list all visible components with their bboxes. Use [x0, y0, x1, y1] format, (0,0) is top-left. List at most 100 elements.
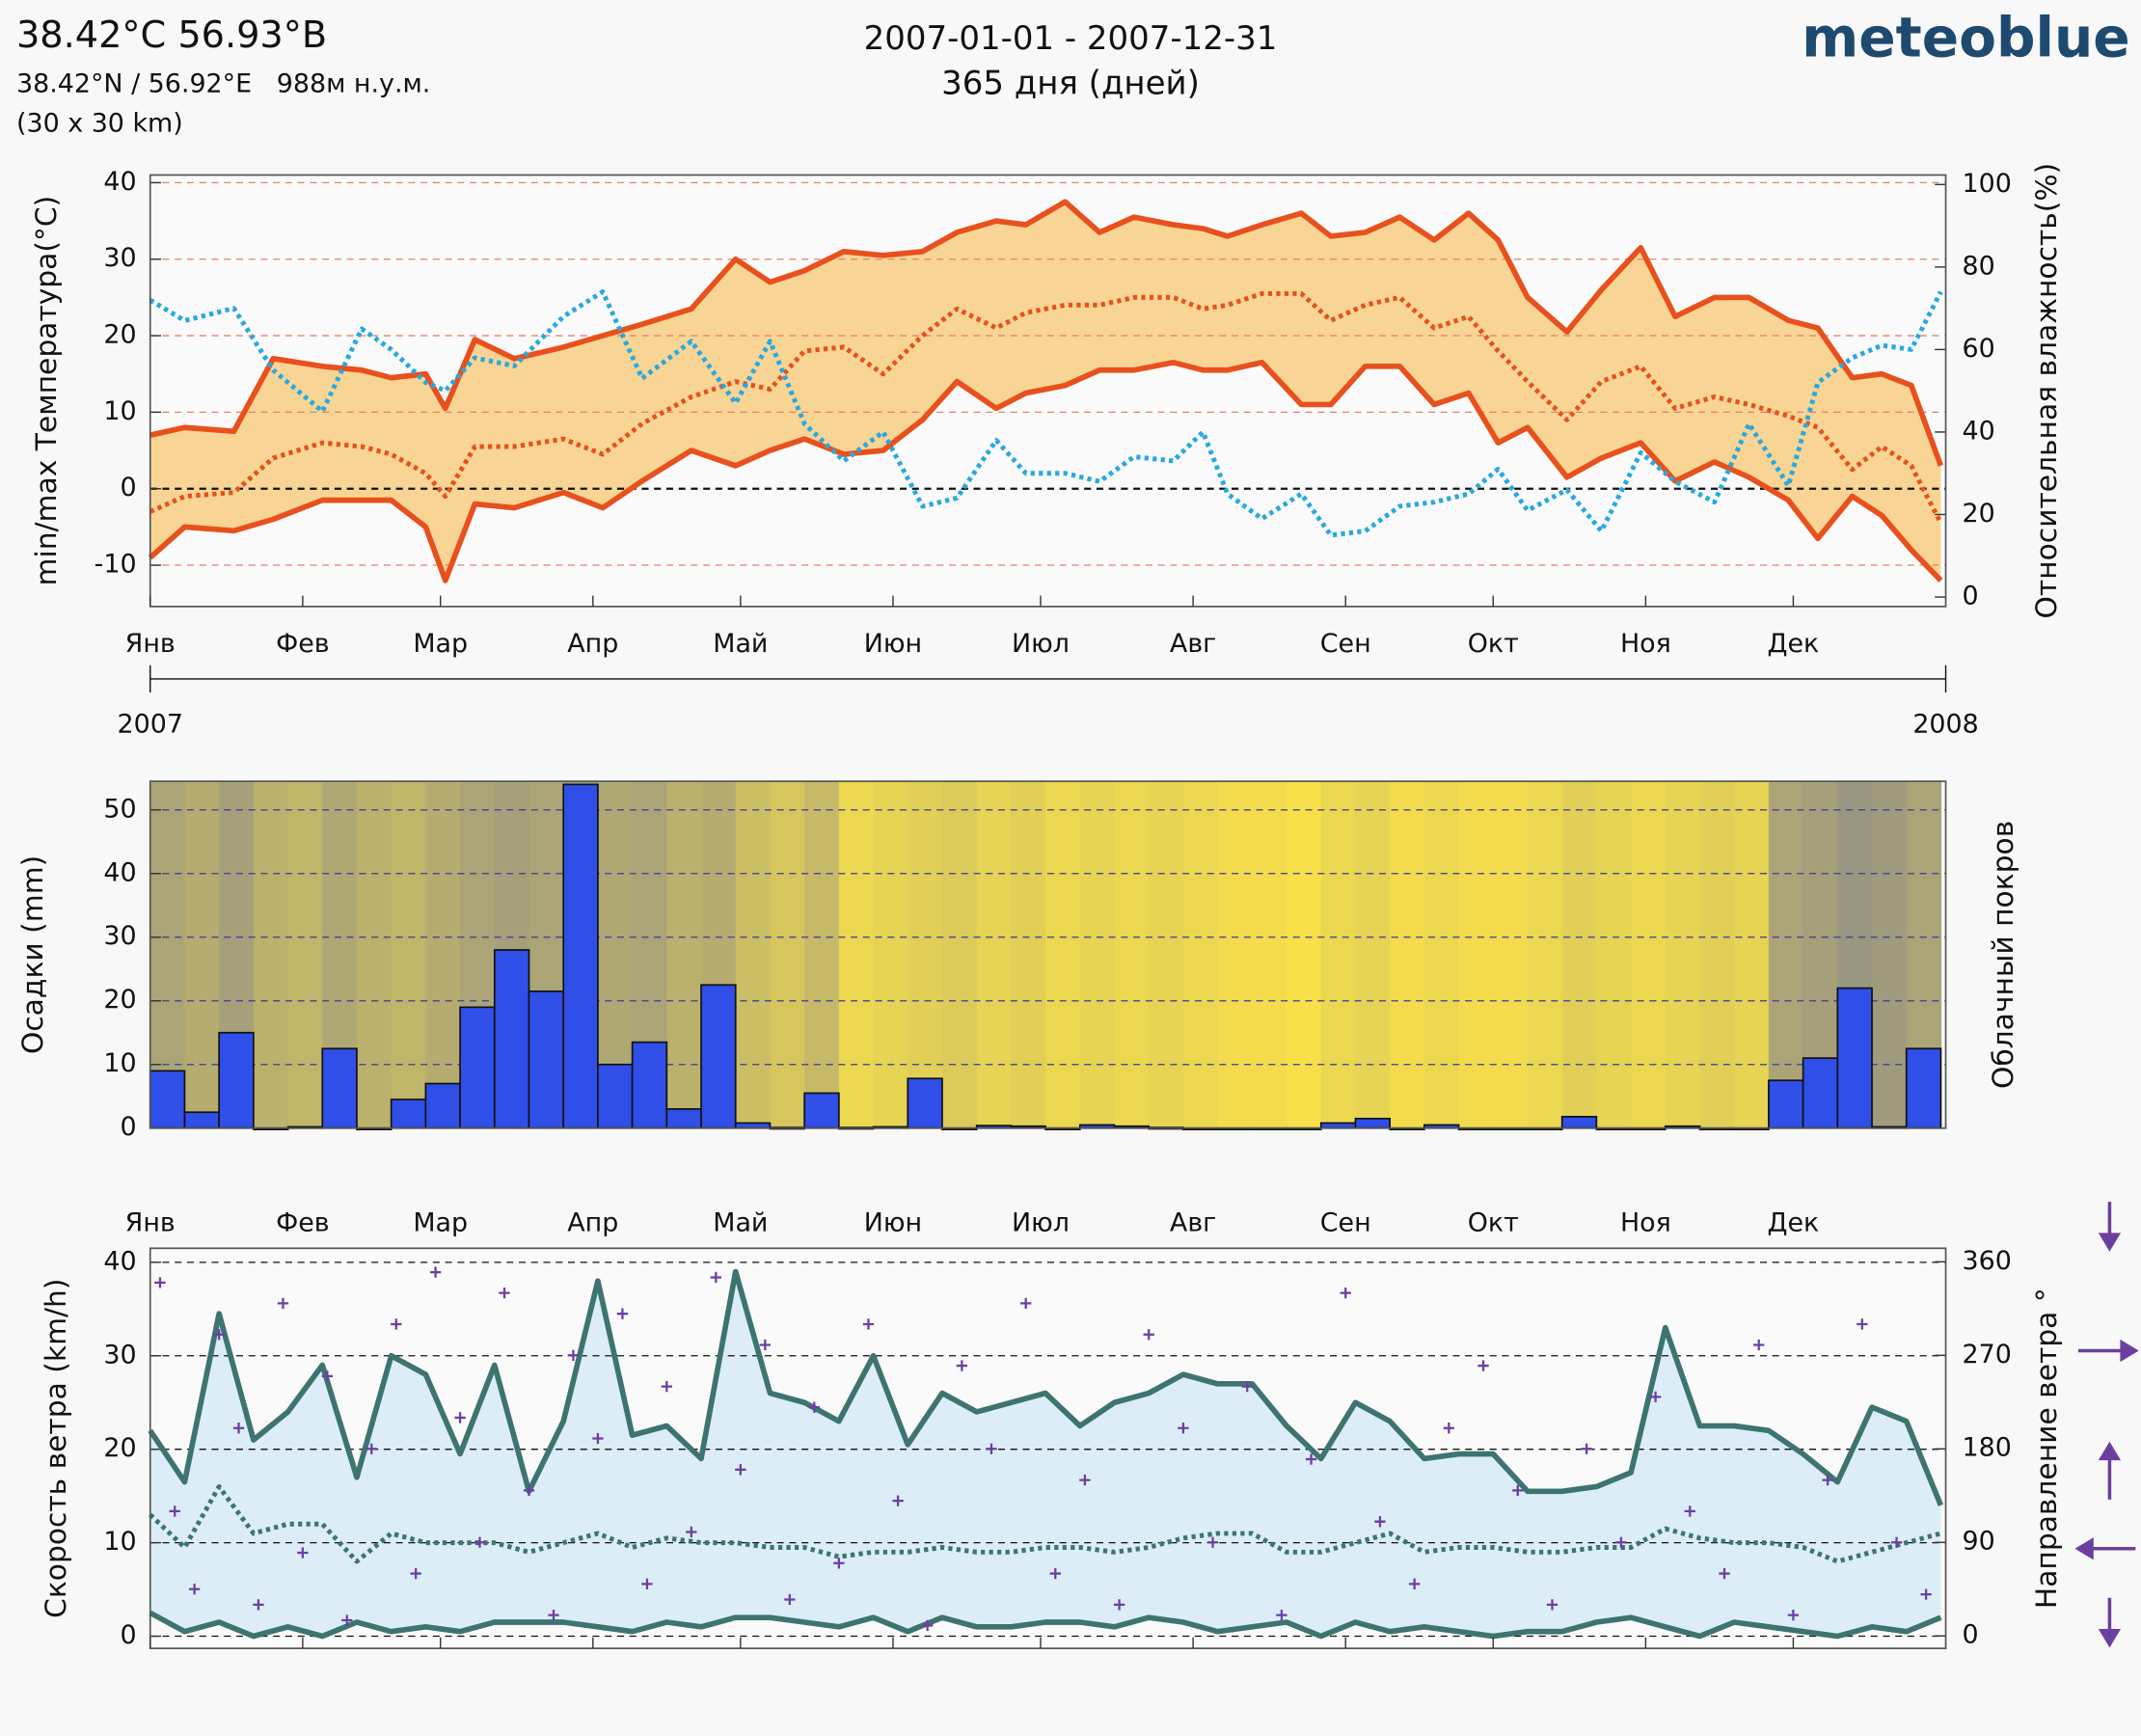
- x-tick-label: Мар: [413, 629, 468, 659]
- cloud-cover: [666, 781, 702, 1128]
- y2-tick-label: 100: [1963, 169, 2012, 199]
- direction-point: [474, 1536, 486, 1548]
- x-tick-label: Окт: [1468, 629, 1519, 659]
- x-tick-label: Июл: [1012, 629, 1070, 659]
- direction-point: [499, 1287, 510, 1299]
- precip-bar: [459, 1006, 496, 1129]
- x-tick-label: Авг: [1170, 629, 1216, 659]
- direction-point: [213, 1329, 225, 1341]
- y-axis-label: Осадки (mm): [16, 855, 50, 1054]
- direction-point: [321, 1370, 334, 1382]
- precip-bar: [1836, 987, 1873, 1129]
- direction-point: [1206, 1536, 1219, 1548]
- x-tick-label: Июн: [864, 629, 922, 659]
- direction-point: [1890, 1536, 1903, 1548]
- arrow-head: [2074, 1537, 2094, 1560]
- cloud-cover: [1734, 781, 1770, 1128]
- cloud-cover: [908, 781, 943, 1128]
- cloud-cover: [1493, 781, 1529, 1128]
- coordinates: 38.42°N / 56.92°E 988м н.у.м.: [16, 69, 430, 99]
- y-tick-label: 10: [103, 396, 136, 426]
- arrow-head: [2098, 1628, 2122, 1648]
- direction-point: [1856, 1318, 1868, 1330]
- direction-point: [1546, 1599, 1558, 1611]
- x-tick-label: Сен: [1320, 1207, 1371, 1237]
- direction-point: [169, 1505, 180, 1517]
- y-tick-label: 40: [103, 857, 136, 887]
- arrow-head: [2120, 1339, 2139, 1363]
- direction-point: [1581, 1443, 1592, 1454]
- x-tick-label: Дек: [1768, 629, 1820, 659]
- cloud-cover: [1011, 781, 1046, 1128]
- y2-tick-label: 0: [1963, 582, 1979, 611]
- direction-point: [297, 1547, 309, 1559]
- precip-bar: [149, 1070, 186, 1129]
- y-tick-label: 10: [103, 1527, 136, 1557]
- x-tick-label: Ноя: [1620, 1207, 1671, 1237]
- cloud-cover: [1631, 781, 1667, 1128]
- series-line: [149, 290, 1943, 525]
- cloud-cover: [1320, 781, 1357, 1128]
- direction-point: [567, 1349, 580, 1361]
- cloud-cover: [287, 781, 323, 1128]
- cloud-cover: [976, 781, 1013, 1128]
- direction-point: [1079, 1474, 1091, 1486]
- direction-point: [1340, 1287, 1351, 1299]
- cloud-cover: [1079, 781, 1116, 1128]
- cloud-cover: [804, 781, 840, 1128]
- direction-point: [862, 1318, 875, 1330]
- direction-point: [1020, 1297, 1032, 1310]
- direction-point: [1305, 1453, 1317, 1465]
- direction-point: [922, 1619, 934, 1632]
- arrow-head: [2098, 1233, 2122, 1252]
- precip-bar: [1768, 1079, 1804, 1129]
- x-tick-label: Авг: [1170, 1207, 1216, 1237]
- cloud-cover: [1182, 781, 1219, 1128]
- x-tick-label: Май: [713, 629, 768, 659]
- direction-point: [1615, 1536, 1627, 1548]
- y-tick-label: 50: [103, 794, 136, 824]
- cloud-cover: [941, 781, 978, 1128]
- direction-point: [429, 1266, 442, 1278]
- plot-frame: [149, 1247, 1947, 1649]
- precip-bar: [562, 783, 599, 1129]
- y2-tick-label: 80: [1963, 251, 1995, 281]
- precip-bar: [1802, 1057, 1839, 1129]
- direction-point: [1649, 1391, 1662, 1403]
- location-title: 38.42°C 56.93°В: [16, 14, 327, 57]
- direction-point: [986, 1443, 997, 1454]
- direction-point: [1408, 1578, 1421, 1590]
- cloud-cover: [1287, 781, 1322, 1128]
- cloud-cover: [1217, 781, 1254, 1128]
- series-line: [149, 1610, 1942, 1640]
- cloud-cover: [1114, 781, 1150, 1128]
- cloud-cover: [425, 781, 461, 1128]
- y2-tick-label: 180: [1963, 1433, 2012, 1463]
- cloud-cover: [770, 781, 805, 1128]
- direction-point: [523, 1484, 535, 1497]
- y-tick-label: 30: [103, 243, 136, 273]
- direction-point: [833, 1558, 845, 1569]
- x-tick-label: Май: [713, 1207, 768, 1237]
- x-tick-label: Фев: [276, 1207, 330, 1237]
- direction-point: [1113, 1599, 1125, 1611]
- y2-tick-label: 270: [1963, 1340, 2012, 1370]
- cloud-cover: [391, 781, 427, 1128]
- direction-point: [1477, 1360, 1489, 1371]
- x-tick-label: Июл: [1012, 1207, 1070, 1237]
- y-tick-label: 20: [103, 1433, 136, 1463]
- precip-bar: [321, 1047, 358, 1129]
- precip-bar: [528, 990, 565, 1129]
- y2-tick-label: 40: [1963, 416, 1995, 446]
- y-tick-label: 20: [103, 985, 136, 1015]
- y-tick-label: 30: [103, 1340, 136, 1370]
- cloud-cover: [1872, 781, 1908, 1128]
- precip-bar: [1354, 1117, 1391, 1129]
- y2-tick-label: 90: [1963, 1527, 1995, 1557]
- year-label: 2008: [1912, 710, 1978, 740]
- direction-point: [616, 1308, 629, 1319]
- cloud-cover: [1596, 781, 1632, 1128]
- year-label: 2007: [118, 710, 183, 740]
- precip-bar: [493, 949, 530, 1129]
- cloud-cover: [838, 781, 875, 1128]
